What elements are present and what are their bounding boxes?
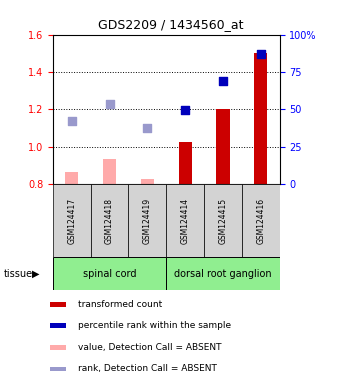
Bar	[50, 345, 66, 350]
Text: ▶: ▶	[32, 268, 39, 279]
Bar	[53, 257, 166, 290]
Bar	[254, 53, 267, 184]
Text: rank, Detection Call = ABSENT: rank, Detection Call = ABSENT	[78, 364, 217, 373]
Bar	[166, 257, 280, 290]
Text: GDS2209 / 1434560_at: GDS2209 / 1434560_at	[98, 18, 243, 31]
Text: GSM124414: GSM124414	[181, 198, 190, 244]
Text: tissue: tissue	[3, 268, 32, 279]
Bar	[91, 184, 129, 257]
Bar	[166, 184, 204, 257]
Point	[182, 107, 188, 113]
Bar	[65, 172, 78, 184]
Bar	[204, 184, 242, 257]
Text: transformed count: transformed count	[78, 300, 163, 309]
Text: GSM124418: GSM124418	[105, 198, 114, 244]
Text: GSM124417: GSM124417	[67, 198, 76, 244]
Bar	[242, 184, 280, 257]
Text: GSM124419: GSM124419	[143, 198, 152, 244]
Bar	[53, 184, 91, 257]
Text: GSM124415: GSM124415	[219, 198, 227, 244]
Point	[220, 78, 226, 84]
Point	[69, 118, 74, 124]
Bar	[216, 109, 229, 184]
Point	[145, 125, 150, 131]
Bar	[179, 142, 192, 184]
Point	[107, 101, 112, 107]
Bar	[129, 184, 166, 257]
Text: spinal cord: spinal cord	[83, 268, 136, 279]
Bar	[50, 323, 66, 328]
Bar	[50, 367, 66, 371]
Text: dorsal root ganglion: dorsal root ganglion	[174, 268, 272, 279]
Bar	[50, 302, 66, 306]
Point	[258, 51, 264, 57]
Bar	[141, 179, 154, 184]
Text: percentile rank within the sample: percentile rank within the sample	[78, 321, 232, 330]
Text: value, Detection Call = ABSENT: value, Detection Call = ABSENT	[78, 343, 222, 352]
Text: GSM124416: GSM124416	[256, 198, 265, 244]
Bar	[103, 159, 116, 184]
